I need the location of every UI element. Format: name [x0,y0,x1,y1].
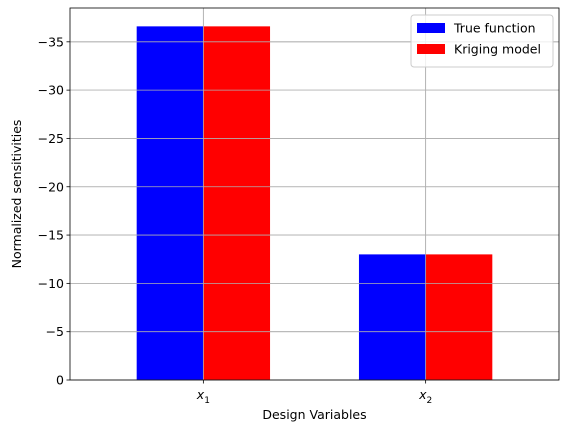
x-axis-label: Design Variables [262,407,366,422]
bars [70,8,559,381]
x-tick-label-base: x [418,387,427,402]
y-tick-label: −30 [38,83,64,98]
y-tick-label: 0 [56,373,64,388]
axes [69,7,560,381]
legend-entry-label: True function [453,21,536,36]
y-tick-label: −25 [38,131,64,146]
x-tick-label: x2 [418,387,432,406]
y-tick-label: −15 [38,228,64,243]
legend: True function Kriging model [410,14,554,68]
bar-kriging-model-2 [425,254,493,380]
legend-swatch [417,44,445,54]
legend-swatch [417,23,445,33]
bar-true-function-2 [358,254,426,380]
bar-true-function-1 [136,26,204,381]
axes-frame [69,7,560,381]
y-tick-label: −5 [46,324,64,339]
bar-kriging-model-1 [203,26,271,381]
y-tick-label: −35 [38,34,64,49]
x-tick-label-base: x [196,387,205,402]
x-tick-label: x1 [196,387,210,406]
legend-box [410,14,554,68]
legend-entry-label: Kriging model [454,42,541,57]
x-tick-label-subscript: 2 [426,396,432,406]
y-axis-label: Normalized sensitivities [9,120,24,269]
y-tick-label: −20 [38,179,64,194]
x-tick-label-subscript: 1 [204,396,210,406]
y-tick-label: −10 [38,276,64,291]
